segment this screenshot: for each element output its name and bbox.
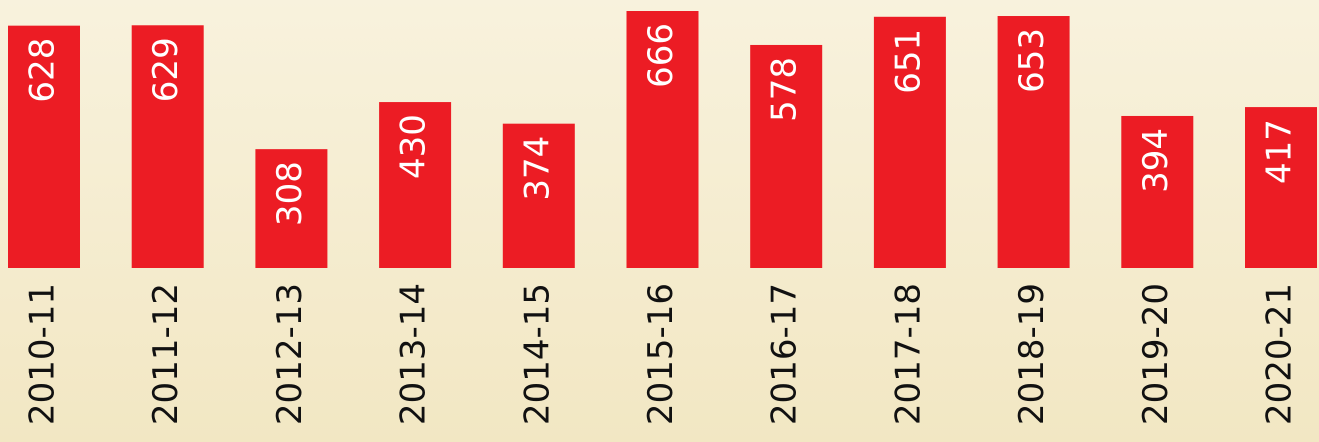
value-label: 430 (394, 114, 434, 179)
bar (1245, 107, 1317, 268)
value-label: 308 (270, 161, 310, 226)
bar (255, 149, 328, 268)
value-label: 578 (765, 57, 805, 122)
bar (873, 16, 946, 269)
x-tick-label: 2013-14 (394, 283, 434, 425)
x-tick-label: 2020-21 (1260, 283, 1300, 425)
x-tick-label: 2012-13 (270, 283, 310, 425)
value-label: 628 (23, 38, 63, 103)
bar (131, 25, 204, 269)
x-tick-label: 2010-11 (23, 283, 63, 425)
value-label: 651 (888, 29, 928, 94)
x-tick-label: 2019-20 (1136, 283, 1176, 425)
value-label: 653 (1012, 28, 1052, 93)
bar (8, 25, 80, 268)
x-tick-label: 2014-15 (517, 283, 557, 425)
x-tick-label: 2016-17 (765, 283, 805, 425)
bar (502, 123, 575, 268)
value-label: 629 (146, 37, 186, 102)
x-tick-label: 2018-19 (1012, 283, 1052, 425)
bar (997, 16, 1070, 269)
x-tick-label: 2015-16 (641, 283, 681, 425)
bar (379, 102, 452, 269)
x-tick-label: 2017-18 (888, 283, 928, 425)
x-tick-label: 2011-12 (146, 283, 186, 425)
bar (1121, 115, 1194, 268)
value-label: 374 (517, 136, 557, 201)
bar (750, 44, 823, 268)
bar (626, 11, 699, 268)
value-label: 417 (1260, 119, 1300, 184)
value-label: 666 (641, 23, 681, 88)
value-label: 394 (1136, 128, 1176, 193)
